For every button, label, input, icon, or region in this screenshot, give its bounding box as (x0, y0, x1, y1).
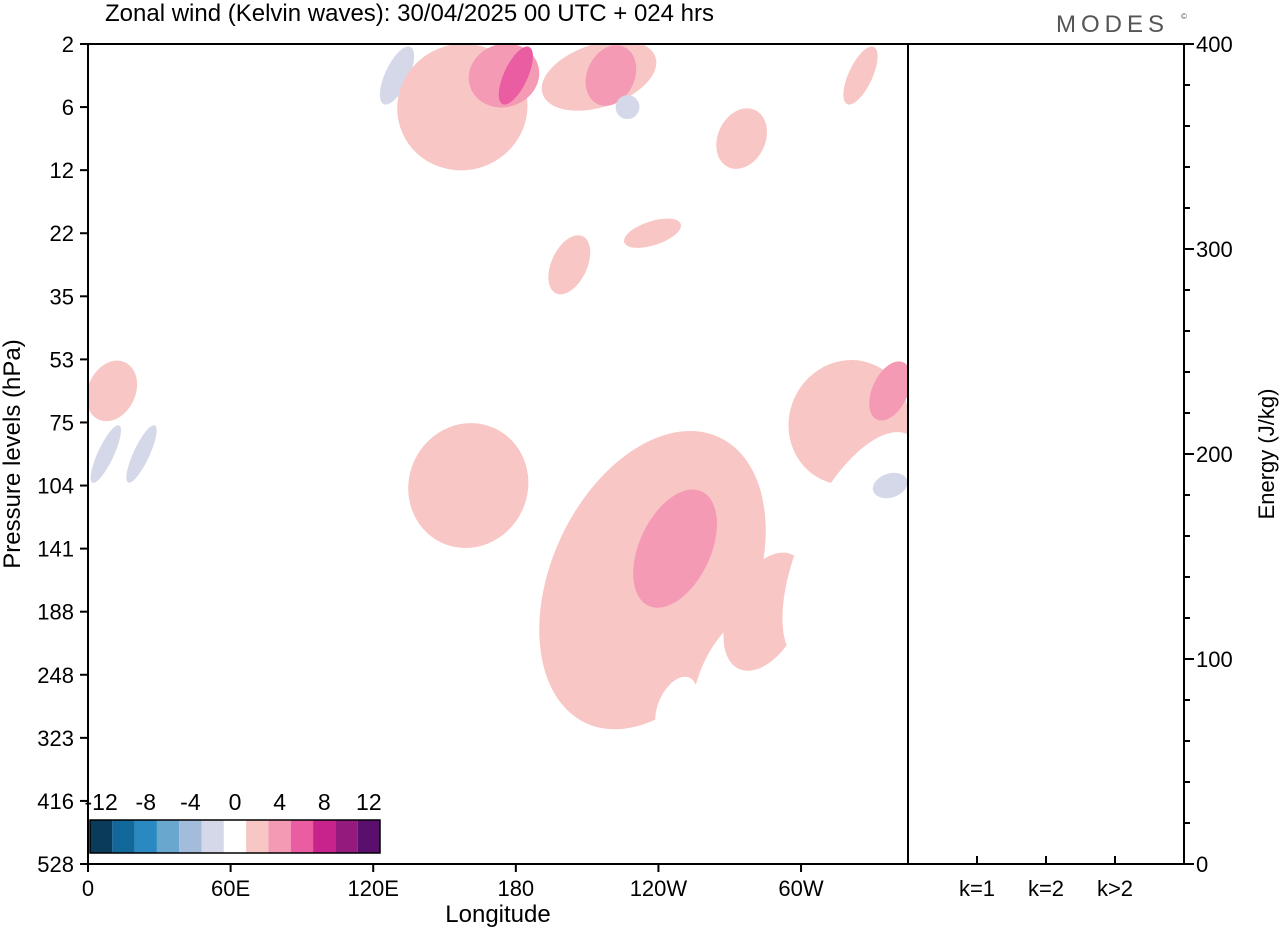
colorbar-label: -12 (85, 789, 118, 815)
contour-region-5 (276, 364, 340, 481)
contour-region-20 (587, 105, 670, 172)
colorbar-label: 12 (356, 789, 382, 815)
colorbar-swatch (290, 820, 314, 853)
contour-region-2 (126, 425, 157, 483)
contour-region-14 (585, 45, 637, 106)
colorbar-label: -8 (136, 789, 156, 815)
hovmoller-panel: 2 6 12 22 35 53 75 104 141 188 248 323 416 528 0 60E 12… (0, 32, 909, 928)
colorbar-swatch (201, 820, 224, 853)
contour-region-12 (498, 46, 533, 105)
y-tick-label: 416 (37, 789, 74, 814)
energy-frame (907, 43, 1185, 865)
energy-tick-label: 200 (1196, 442, 1233, 467)
y-tick-label: 53 (50, 347, 74, 372)
pressure-axis: 2 6 12 22 35 53 75 104 141 188 248 323 416 528 (37, 32, 88, 877)
contour-fills (88, 44, 908, 736)
colorbar-label: 4 (273, 789, 286, 815)
colorbar-label: 0 (229, 789, 242, 815)
y-tick-label: 12 (50, 158, 74, 183)
contour-region-1 (90, 425, 121, 483)
colorbar-swatch (313, 820, 336, 853)
colorbar-swatch (134, 820, 157, 853)
energy-tick-label: 100 (1196, 647, 1233, 672)
y-tick-label: 323 (37, 726, 74, 751)
contour-region-30 (775, 45, 827, 106)
y-axis-label: Pressure levels (hPa) (0, 339, 26, 568)
colorbar-label: 8 (318, 789, 331, 815)
colorbar-swatch (223, 820, 247, 853)
x-tick-label: 120W (630, 876, 688, 901)
energy-tick-label: 400 (1196, 32, 1233, 57)
y-tick-label: 22 (50, 221, 74, 246)
longitude-axis: 0 60E 120E 180 120W 60W (82, 864, 824, 901)
y-tick-label: 2 (62, 32, 74, 57)
wavenumber-axis: k=1 k=2 k>2 (959, 856, 1133, 901)
contour-region-22 (648, 301, 721, 418)
energy-axis: 0 100 200 300 400 (1184, 32, 1233, 877)
colorbar-frame (89, 819, 381, 854)
contour-region-3 (106, 431, 189, 603)
contour-region-23 (655, 676, 698, 736)
colorbar-swatch (357, 820, 380, 853)
contour-region-16 (548, 235, 591, 295)
contour-region-19 (633, 489, 717, 608)
contour-region-21 (615, 95, 640, 120)
contour-region-6 (315, 554, 372, 669)
y-tick-label: 188 (37, 600, 74, 625)
x-tick-label: 0 (82, 876, 94, 901)
contour-region-27 (869, 361, 908, 421)
chart-title: Zonal wind (Kelvin waves): 30/04/2025 00… (105, 0, 714, 27)
x-tick-label: 180 (497, 876, 534, 901)
energy-tick-label: 300 (1196, 237, 1233, 262)
x-tick-label: 60E (211, 876, 250, 901)
y-tick-label: 6 (62, 95, 74, 120)
energy-category-label: k=2 (1028, 876, 1064, 901)
energy-category-label: k=1 (959, 876, 995, 901)
y-tick-label: 104 (37, 474, 74, 499)
energy-panel: 0 100 200 300 400 k=1 k=2 k>2 Energy (J/kg) (907, 32, 1279, 901)
contour-region-32 (843, 46, 878, 105)
contour-region-8 (379, 46, 415, 105)
colorbar: -12 -8 -4 0 4 8 12 (85, 789, 382, 854)
colorbar-swatch (335, 820, 358, 853)
y-tick-label: 141 (37, 537, 74, 562)
y-tick-label: 35 (50, 284, 74, 309)
energy-tick-label: 0 (1196, 852, 1208, 877)
contour-region-9 (88, 360, 138, 422)
contour-region-17 (623, 218, 681, 248)
energy-axis-label: Energy (J/kg) (1254, 389, 1279, 520)
y-tick-label: 75 (50, 410, 74, 435)
contour-region-4 (198, 363, 275, 481)
x-tick-label: 120E (348, 876, 399, 901)
colorbar-label: -4 (180, 789, 201, 815)
contour-region-31 (716, 108, 767, 169)
colorbar-swatch (268, 820, 291, 853)
contour-region-29 (872, 472, 908, 499)
colorbar-swatch (90, 820, 113, 853)
colorbar-swatch (112, 820, 135, 853)
y-tick-label: 528 (37, 852, 74, 877)
x-axis-label: Longitude (445, 901, 550, 928)
x-tick-label: 60W (778, 876, 823, 901)
modes-logo: MODES (1056, 11, 1169, 38)
contour-region-15 (408, 423, 529, 548)
y-tick-label: 248 (37, 663, 74, 688)
colorbar-swatch (246, 820, 269, 853)
colorbar-swatch (179, 820, 202, 853)
energy-category-label: k>2 (1097, 876, 1133, 901)
colorbar-swatch (156, 820, 180, 853)
modes-logo-mark: © (1181, 12, 1187, 21)
